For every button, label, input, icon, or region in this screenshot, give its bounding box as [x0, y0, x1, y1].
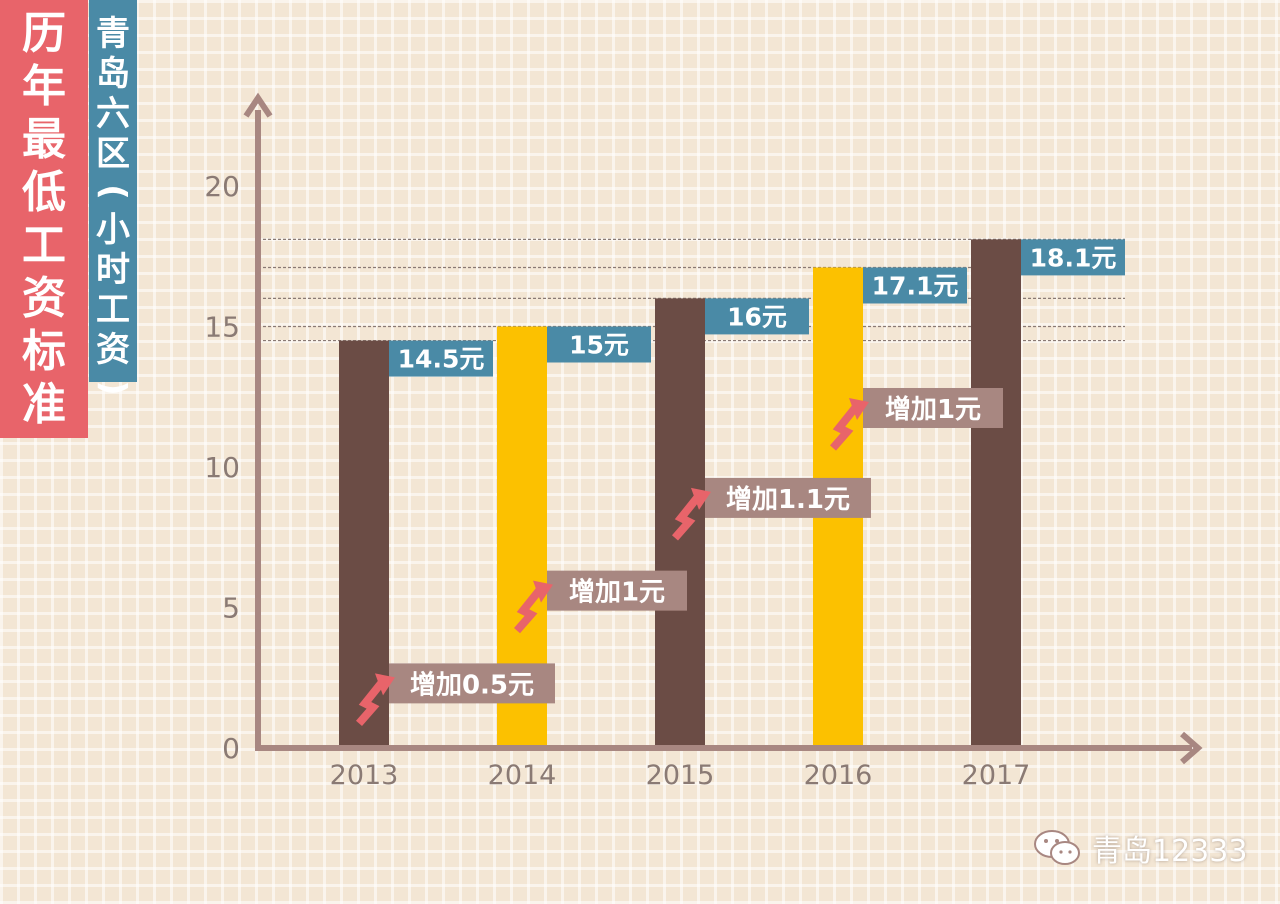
subtitle-char: 岛 — [96, 54, 130, 94]
x-tick-label: 2016 — [804, 760, 873, 791]
arrow-head-icon — [691, 487, 711, 510]
subtitle-char: 区 — [96, 134, 130, 174]
title-char: 历 — [22, 8, 66, 59]
increase-label: 增加1元 — [569, 577, 665, 608]
value-label: 16元 — [727, 302, 787, 331]
value-label-box — [389, 340, 493, 377]
x-axis-arrow-icon — [1180, 731, 1203, 765]
value-label: 18.1元 — [1030, 243, 1117, 272]
value-label-box — [1021, 239, 1125, 276]
watermark-text: 青岛12333 — [1092, 834, 1248, 869]
increase-label-box — [389, 663, 555, 704]
bar — [655, 298, 705, 748]
title-char: 低 — [22, 167, 66, 218]
value-label-box — [863, 267, 967, 304]
title-char: 准 — [22, 379, 66, 430]
title-char: 工 — [22, 220, 66, 271]
title-char: 标 — [22, 326, 66, 377]
y-tick-label: 20 — [204, 170, 240, 203]
chart-subtitle: 青岛六区(小时工资) — [89, 0, 137, 396]
value-label: 17.1元 — [872, 271, 959, 300]
subtitle-char: 六 — [96, 94, 130, 134]
subtitle-char: 小 — [96, 210, 130, 250]
y-axis-arrow-icon — [243, 92, 273, 118]
value-label-box — [547, 326, 651, 363]
title-char: 年 — [22, 61, 66, 112]
increase-label: 增加1元 — [885, 394, 981, 425]
title-char: 资 — [22, 273, 66, 324]
value-label-box — [705, 298, 809, 335]
increase-label-box — [863, 387, 1003, 428]
arrow-head-icon — [375, 673, 395, 696]
zigzag-arrow-icon — [671, 495, 701, 541]
subtitle-char: 时 — [96, 250, 130, 290]
increase-label-box — [547, 570, 687, 611]
x-tick-label: 2013 — [330, 760, 399, 791]
increase-label: 增加1.1元 — [726, 484, 850, 515]
y-tick-label: 0 — [222, 732, 240, 765]
zigzag-arrow-icon — [513, 588, 543, 634]
y-tick-label: 5 — [222, 592, 240, 625]
chart-title: 历年最低工资标准 — [0, 0, 88, 438]
title-char: 最 — [22, 114, 66, 165]
y-tick-label: 10 — [204, 451, 240, 484]
arrow-head-icon — [849, 397, 869, 420]
subtitle-char: 青 — [96, 14, 130, 54]
wechat-icon — [1034, 830, 1080, 865]
bar — [971, 239, 1021, 748]
x-tick-label: 2015 — [646, 760, 715, 791]
value-label: 14.5元 — [398, 345, 485, 374]
watermark: 青岛12333 — [1032, 826, 1247, 870]
arrow-head-icon — [533, 580, 553, 603]
increase-label-box — [705, 477, 871, 518]
x-tick-label: 2017 — [962, 760, 1031, 791]
subtitle-char: 资 — [96, 330, 130, 370]
zigzag-arrow-icon — [829, 405, 859, 451]
increase-label: 增加0.5元 — [410, 669, 534, 700]
x-tick-label: 2014 — [488, 760, 557, 791]
subtitle-char: 工 — [96, 290, 130, 330]
value-label: 15元 — [569, 331, 629, 360]
y-tick-label: 15 — [204, 311, 240, 344]
zigzag-arrow-icon — [355, 680, 385, 727]
